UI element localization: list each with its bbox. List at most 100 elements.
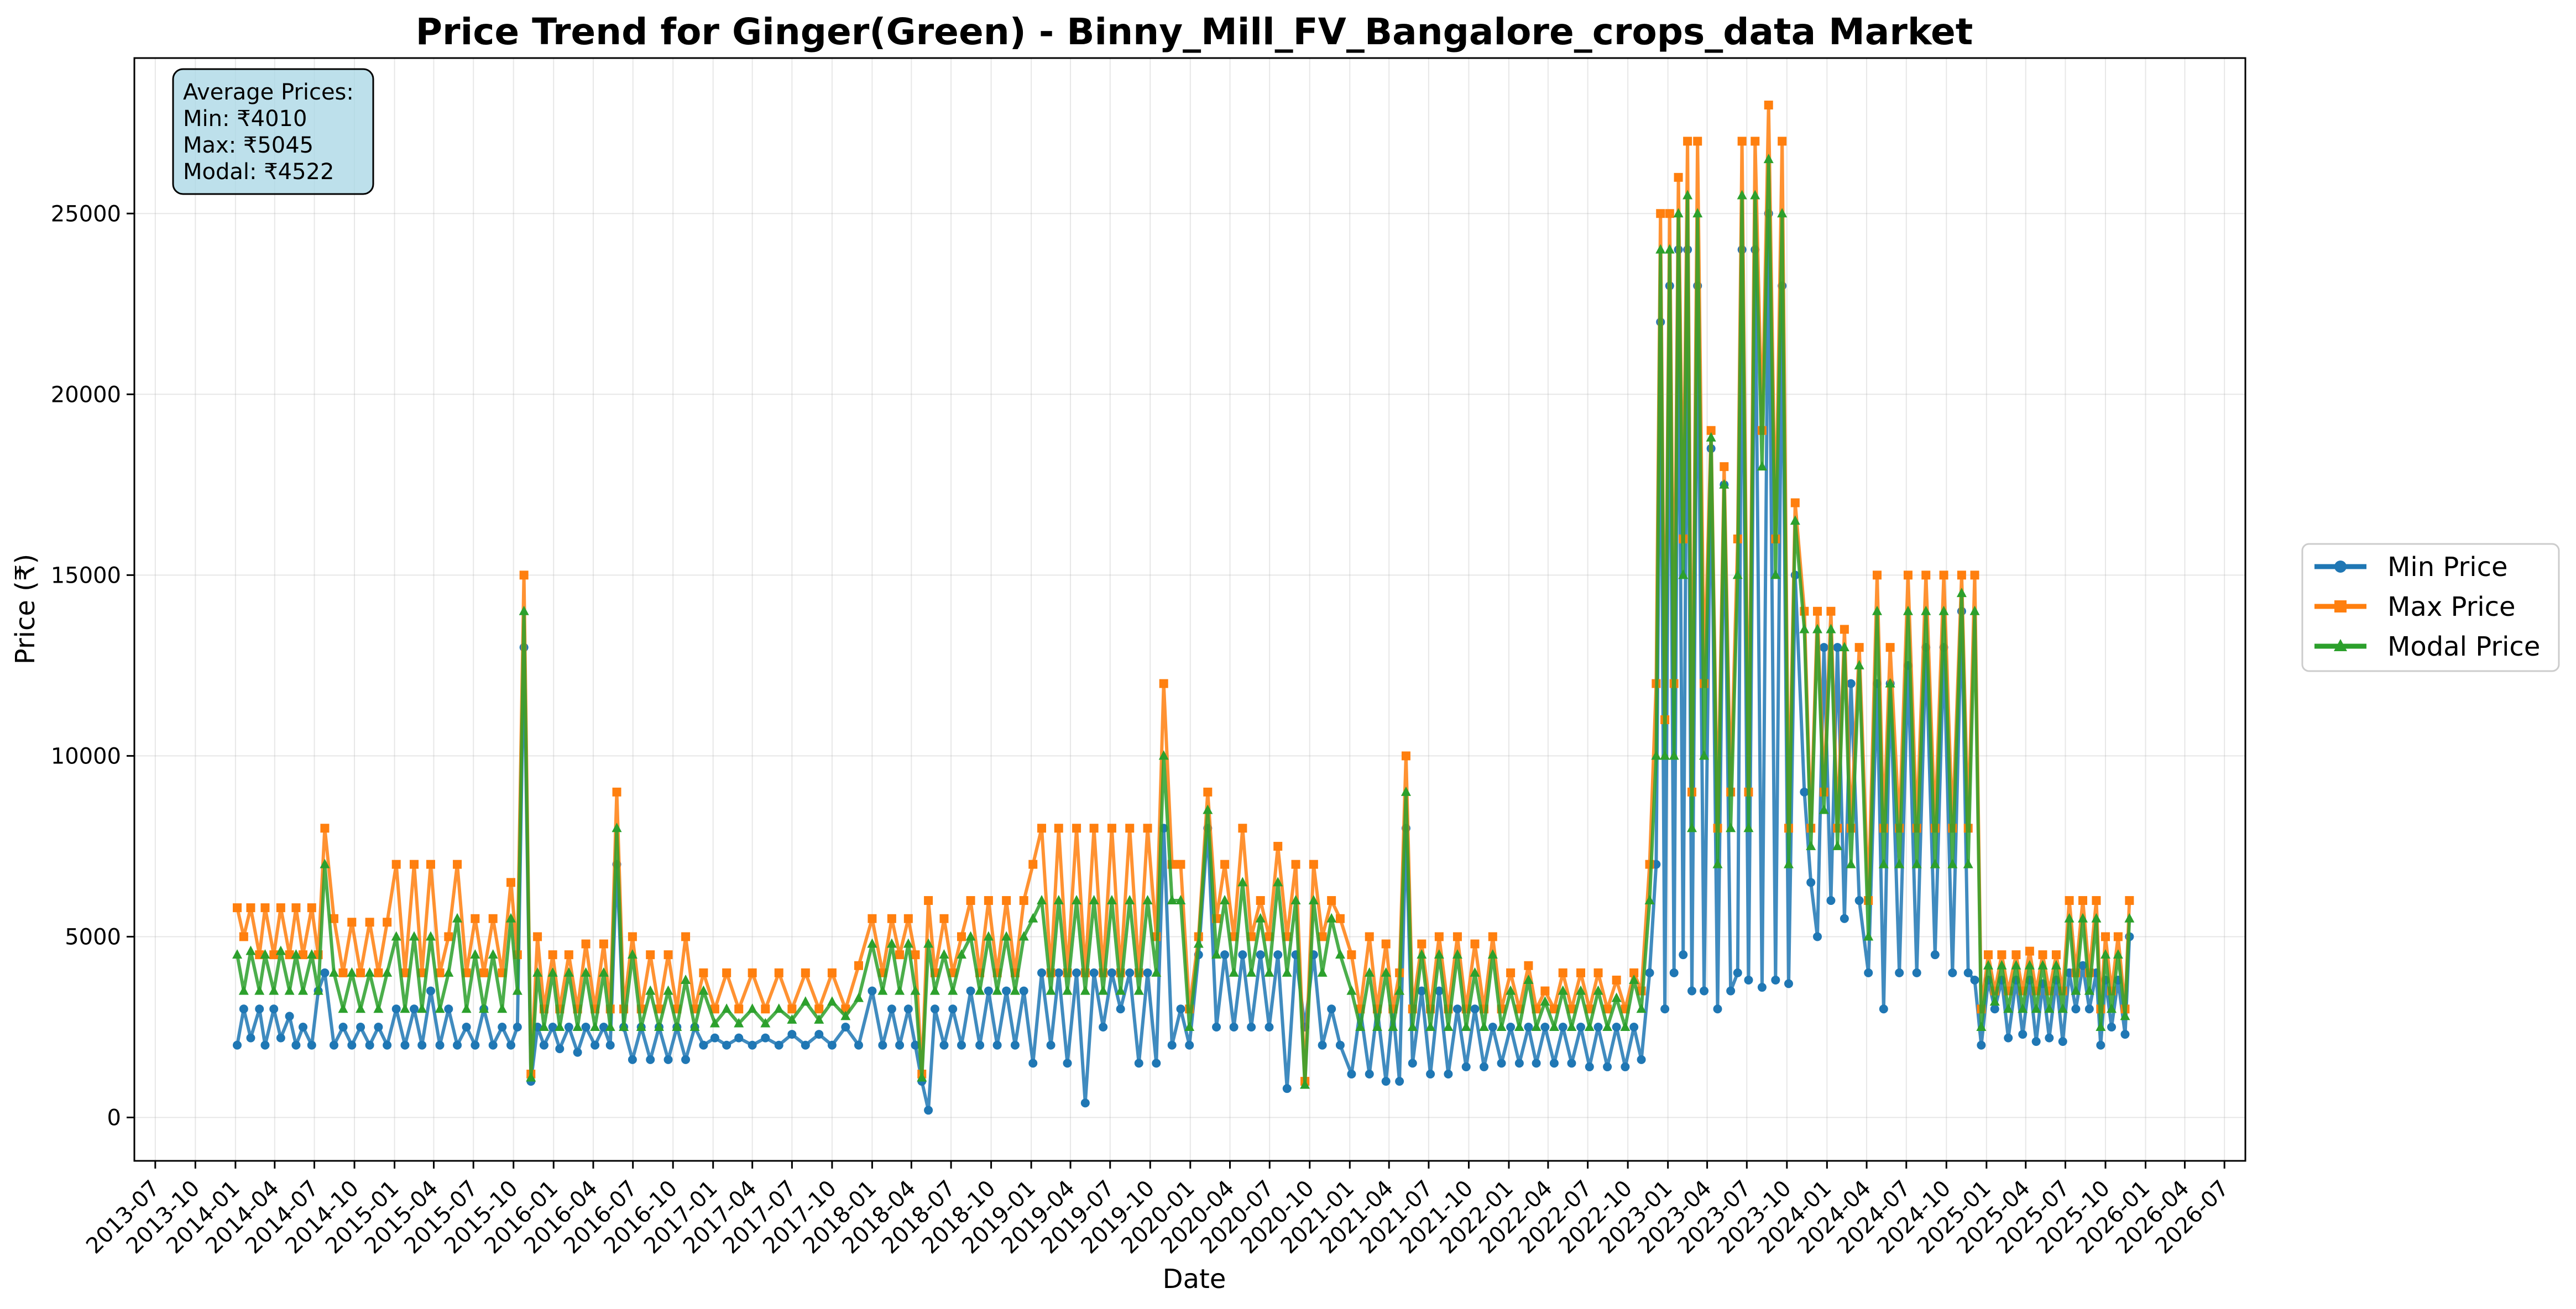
data-point-min (1470, 1004, 1480, 1014)
data-point-modal (1072, 895, 1082, 905)
data-point-max (1665, 209, 1674, 218)
data-point-modal (1203, 804, 1213, 814)
data-point-modal (923, 938, 934, 948)
data-point-modal (2051, 960, 2061, 970)
data-point-min (260, 1040, 270, 1050)
data-point-max (581, 939, 591, 949)
data-point-modal (1678, 569, 1689, 579)
data-point-modal (1479, 1021, 1490, 1031)
data-point-modal (1434, 949, 1444, 959)
data-point-max (1318, 932, 1327, 941)
data-point-modal (654, 1021, 664, 1031)
data-point-max (2065, 896, 2074, 905)
data-point-modal (800, 996, 811, 1006)
data-point-max (895, 950, 905, 960)
data-point-max (1720, 462, 1729, 472)
data-point-min (591, 1040, 600, 1050)
data-point-modal (1531, 1021, 1542, 1031)
data-point-modal (443, 967, 454, 977)
data-point-max (1706, 426, 1716, 435)
data-point-modal (425, 931, 436, 941)
data-point-max (1558, 968, 1567, 977)
data-point-max (1812, 606, 1822, 616)
data-point-max (814, 1004, 824, 1014)
data-point-max (2092, 896, 2101, 905)
data-point-min (1854, 896, 1864, 905)
data-point-modal (417, 1003, 427, 1013)
data-point-min (1143, 968, 1152, 977)
legend: Min Price Max Price Modal Price (2301, 543, 2560, 672)
data-point-modal (2057, 1003, 2068, 1013)
data-point-max (2100, 932, 2110, 941)
data-point-min (555, 1044, 565, 1054)
data-point-modal (320, 858, 330, 868)
data-point-modal (1282, 967, 1292, 977)
data-point-min (878, 1040, 887, 1050)
data-point-modal (1317, 967, 1328, 977)
data-point-min (1612, 1022, 1621, 1032)
data-point-modal (2031, 1003, 2041, 1013)
data-point-max (2025, 946, 2034, 956)
data-point-modal (1806, 840, 1816, 850)
data-point-min (1757, 983, 1767, 992)
data-point-min (347, 1040, 357, 1050)
data-point-max (1603, 1004, 1612, 1014)
data-point-min (239, 1004, 248, 1014)
data-point-min (1238, 950, 1247, 960)
data-point-max (1885, 643, 1895, 652)
data-point-modal (1636, 1003, 1647, 1013)
data-point-min (924, 1106, 933, 1115)
data-point-min (1037, 968, 1047, 977)
data-point-modal (1963, 858, 1973, 868)
data-point-min (1549, 1059, 1559, 1068)
data-point-max (1737, 137, 1747, 146)
data-point-min (827, 1040, 837, 1050)
data-point-modal (2024, 960, 2035, 970)
data-point-max (1089, 824, 1099, 833)
data-point-modal (1046, 985, 1056, 995)
data-point-max (1291, 860, 1300, 869)
data-point-max (827, 968, 837, 977)
data-point-max (663, 950, 673, 960)
data-point-min (841, 1022, 850, 1032)
data-point-modal (895, 985, 905, 995)
data-point-max (291, 903, 301, 913)
data-point-min (1318, 1040, 1327, 1050)
data-point-modal (612, 823, 622, 832)
data-point-modal (1549, 1021, 1559, 1031)
data-point-min (1629, 1022, 1639, 1032)
data-point-modal (409, 931, 420, 941)
data-point-modal (1894, 858, 1905, 868)
data-point-modal (1863, 931, 1874, 941)
data-point-max (347, 918, 357, 927)
data-point-max (1957, 570, 1966, 580)
data-point-modal (1496, 1021, 1507, 1031)
data-point-max (533, 932, 542, 941)
data-point-min (1812, 932, 1822, 941)
data-point-max (506, 878, 515, 887)
data-point-modal (2011, 960, 2021, 970)
data-point-modal (1175, 895, 1186, 905)
data-point-min (1019, 986, 1028, 996)
data-point-min (1687, 986, 1696, 996)
data-point-modal (461, 1003, 472, 1013)
data-point-max (1028, 860, 1038, 869)
data-point-modal (1611, 992, 1622, 1002)
data-point-modal (965, 931, 976, 941)
data-point-min (930, 1004, 939, 1014)
data-point-max (276, 903, 285, 913)
data-point-modal (698, 985, 709, 995)
data-point-min (548, 1022, 557, 1032)
data-point-min (417, 1040, 427, 1050)
data-point-modal (1750, 190, 1760, 200)
data-point-min (1963, 968, 1973, 977)
data-point-max (1939, 570, 1948, 580)
data-point-modal (1080, 985, 1090, 995)
data-point-min (410, 1004, 419, 1014)
data-point-min (1637, 1055, 1646, 1064)
data-point-max (374, 968, 383, 977)
data-point-max (1401, 751, 1410, 761)
data-point-max (338, 968, 348, 977)
data-point-min (1089, 968, 1099, 977)
